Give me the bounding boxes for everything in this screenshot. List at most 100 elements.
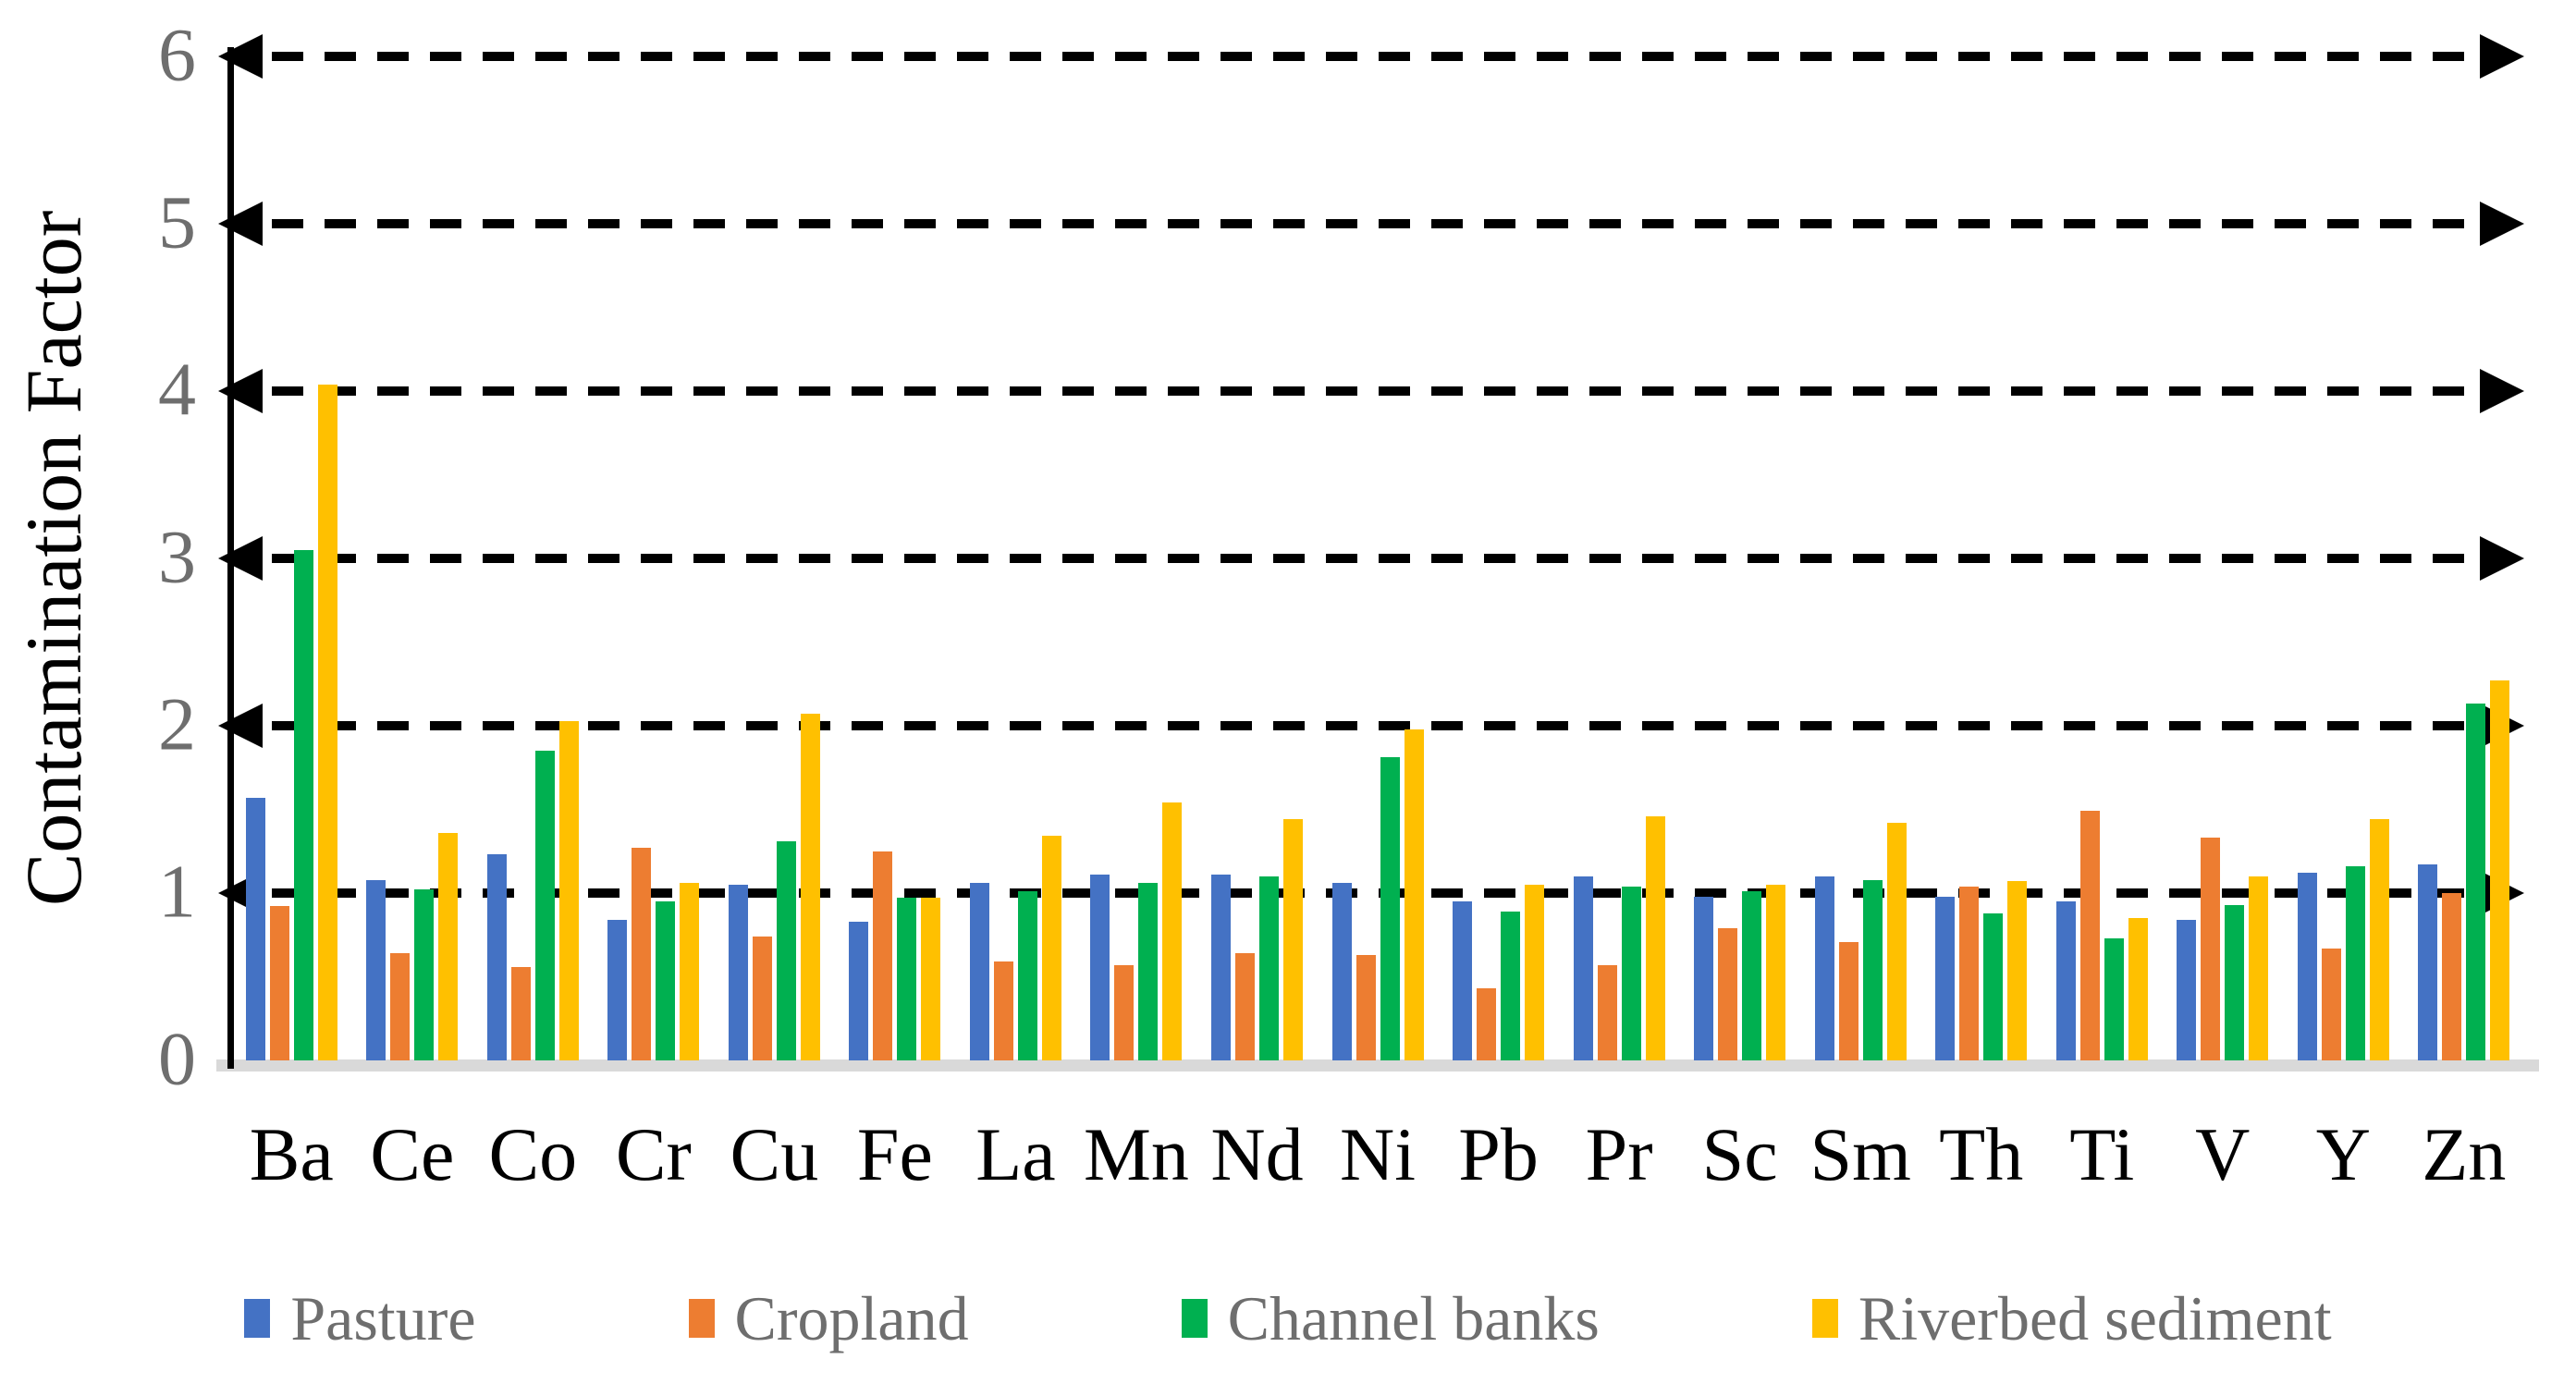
- bar-riverbed-sediment-ba: [317, 384, 337, 1060]
- x-axis-label-nd: Nd: [1210, 1112, 1304, 1196]
- bar-riverbed-sediment-th: [2007, 881, 2028, 1060]
- y-tick-label-5: 5: [158, 179, 196, 264]
- bar-cropland-v: [2201, 838, 2221, 1060]
- bar-group-th: [1920, 56, 2042, 1060]
- bar-channel-banks-co: [534, 751, 555, 1060]
- bar-pasture-pb: [1453, 901, 1473, 1060]
- bar-group-v: [2163, 56, 2284, 1060]
- x-axis-label-v: V: [2195, 1112, 2251, 1196]
- x-axis-label-sc: Sc: [1701, 1112, 1778, 1196]
- bar-group-zn: [2404, 56, 2525, 1060]
- bar-group-co: [472, 56, 594, 1060]
- gridline-3: [218, 536, 2524, 581]
- gridline-right-arrow-icon: [2480, 202, 2524, 246]
- bar-pasture-v: [2177, 919, 2197, 1060]
- bar-cropland-pr: [1597, 964, 1617, 1060]
- gridline-dashes: [272, 52, 2476, 61]
- gridline-right-arrow-icon: [2480, 34, 2524, 79]
- bar-pasture-fe: [849, 921, 869, 1060]
- gridline-dashes: [272, 554, 2476, 563]
- legend-label-cropland: Cropland: [734, 1283, 969, 1353]
- bar-cropland-la: [993, 961, 1013, 1060]
- x-axis-label-sm: Sm: [1809, 1112, 1911, 1196]
- x-axis-label-ce: Ce: [370, 1112, 455, 1196]
- bar-riverbed-sediment-zn: [2490, 680, 2510, 1060]
- bar-cropland-co: [510, 966, 531, 1060]
- bar-cropland-cr: [632, 848, 652, 1060]
- bar-pasture-ba: [245, 797, 265, 1060]
- gridline-dashes: [272, 219, 2476, 228]
- gridline-right-arrow-icon: [2480, 369, 2524, 413]
- legend-item-riverbed-sediment: Riverbed sediment: [1811, 1283, 2332, 1353]
- y-axis-line: [227, 47, 234, 1069]
- legend-label-riverbed-sediment: Riverbed sediment: [1858, 1283, 2332, 1353]
- bar-cropland-ni: [1355, 954, 1376, 1060]
- x-axis-label-co: Co: [488, 1112, 578, 1196]
- bar-cropland-sm: [1838, 941, 1858, 1060]
- bar-channel-banks-pb: [1501, 911, 1521, 1060]
- gridline-left-arrow-icon: [218, 34, 263, 79]
- bar-group-pr: [1559, 56, 1680, 1060]
- legend-item-pasture: Pasture: [244, 1283, 476, 1353]
- bar-group-ce: [352, 56, 473, 1060]
- x-axis-label-th: Th: [1939, 1112, 2024, 1196]
- gridline-dashes: [272, 888, 2476, 898]
- bar-riverbed-sediment-la: [1041, 836, 1061, 1060]
- legend: Pasture Cropland Channel banks Riverbed sed…: [0, 1287, 2576, 1350]
- gridline-5: [218, 202, 2524, 246]
- bar-group-fe: [835, 56, 956, 1060]
- bar-group-ti: [2042, 56, 2163, 1060]
- bar-group-sm: [1800, 56, 1921, 1060]
- bar-pasture-ni: [1331, 883, 1352, 1060]
- bar-pasture-nd: [1211, 875, 1232, 1060]
- bar-pasture-y: [2297, 873, 2317, 1060]
- x-axis-label-ni: Ni: [1340, 1112, 1417, 1196]
- bar-riverbed-sediment-mn: [1162, 802, 1183, 1060]
- bar-riverbed-sediment-sm: [1886, 822, 1907, 1060]
- bar-pasture-co: [486, 854, 507, 1060]
- legend-label-channel-banks: Channel banks: [1227, 1283, 1600, 1353]
- x-axis-labels: Ba Ce Co Cr Cu Fe La Mn Nd Ni Pb Pr Sc Sm Th Ti V Y Zn: [231, 1117, 2524, 1193]
- gridline-6: [218, 34, 2524, 79]
- bar-pasture-pr: [1573, 876, 1593, 1060]
- legend-swatch-pasture: [244, 1299, 271, 1338]
- bar-group-y: [2283, 56, 2404, 1060]
- bar-group-ni: [1318, 56, 1439, 1060]
- y-tick-label-0: 0: [158, 1016, 196, 1101]
- bar-group-nd: [1196, 56, 1318, 1060]
- bar-channel-banks-cr: [656, 901, 676, 1060]
- y-tick-label-4: 4: [158, 347, 196, 432]
- bar-riverbed-sediment-pb: [1525, 884, 1545, 1060]
- bar-cropland-fe: [873, 851, 893, 1060]
- gridline-dashes: [272, 386, 2476, 396]
- legend-label-pasture: Pasture: [290, 1283, 476, 1353]
- gridline-4: [218, 369, 2524, 413]
- bar-group-sc: [1679, 56, 1800, 1060]
- bar-channel-banks-ba: [293, 549, 313, 1060]
- bar-riverbed-sediment-y: [2369, 819, 2389, 1060]
- bar-channel-banks-sm: [1862, 879, 1883, 1060]
- x-axis-label-cu: Cu: [730, 1112, 819, 1196]
- bar-pasture-sc: [1694, 896, 1714, 1060]
- bar-riverbed-sediment-ti: [2128, 918, 2148, 1060]
- x-axis-baseline: [216, 1059, 2539, 1071]
- legend-swatch-channel-banks: [1181, 1299, 1208, 1338]
- bar-cropland-ce: [390, 953, 411, 1060]
- bar-riverbed-sediment-sc: [1766, 884, 1786, 1060]
- bar-channel-banks-mn: [1138, 883, 1159, 1060]
- bar-channel-banks-ti: [2104, 937, 2124, 1060]
- bar-cropland-th: [1959, 886, 1980, 1060]
- bar-group-mn: [1076, 56, 1197, 1060]
- bar-cropland-y: [2321, 948, 2341, 1060]
- bar-pasture-ce: [366, 879, 386, 1060]
- gridline-left-arrow-icon: [218, 369, 263, 413]
- bar-pasture-sm: [1814, 876, 1834, 1060]
- bar-channel-banks-nd: [1259, 876, 1280, 1060]
- x-axis-label-zn: Zn: [2422, 1112, 2507, 1196]
- bar-channel-banks-sc: [1742, 891, 1762, 1060]
- gridline-left-arrow-icon: [218, 202, 263, 246]
- x-axis-label-ti: Ti: [2069, 1112, 2135, 1196]
- y-tick-label-6: 6: [158, 12, 196, 97]
- bar-cropland-sc: [1718, 928, 1738, 1060]
- bar-riverbed-sediment-co: [558, 720, 579, 1060]
